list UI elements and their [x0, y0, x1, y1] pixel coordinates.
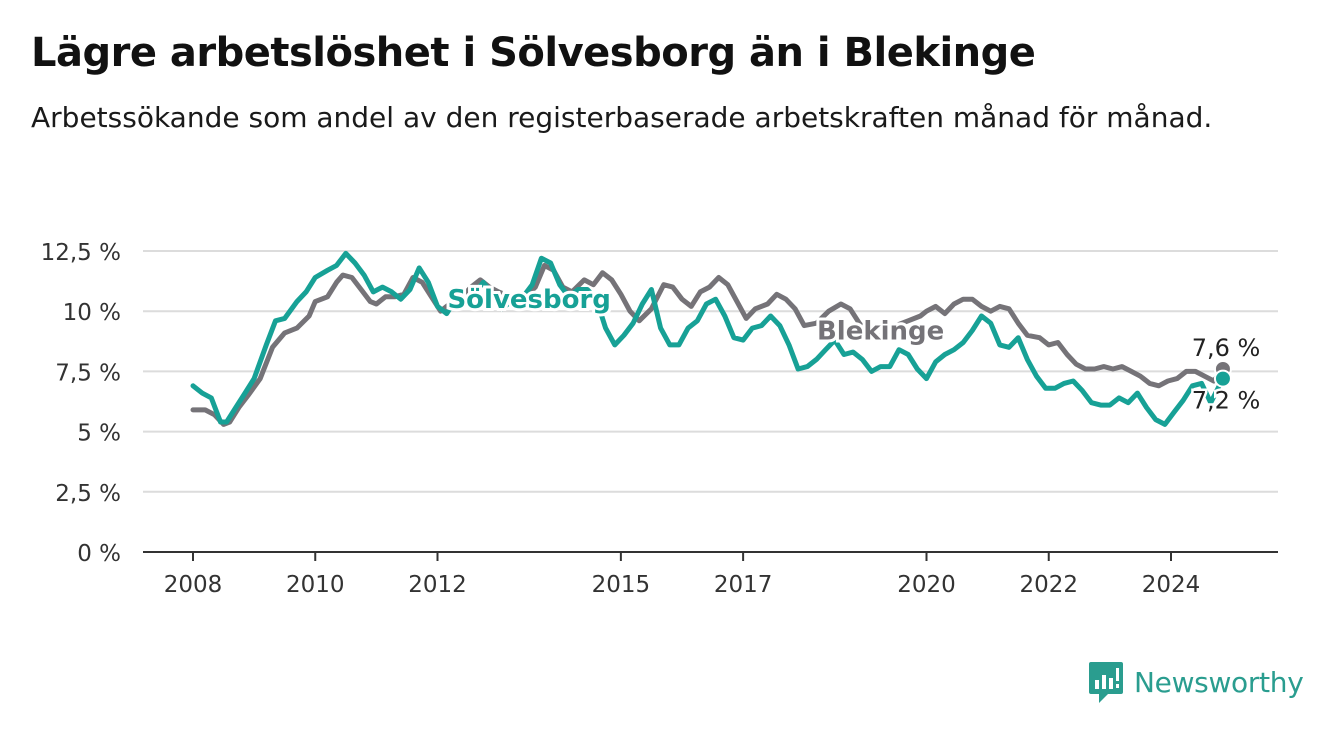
end-marker [1213, 369, 1232, 388]
chart-subtitle: Arbetssökande som andel av den registerb… [31, 101, 1213, 134]
gridlines [143, 250, 1278, 553]
end-value-label: 7,6 % [1192, 334, 1261, 362]
x-tick-label: 2015 [592, 572, 651, 598]
y-tick-label: 10 % [63, 300, 121, 326]
x-tick-label: 2008 [164, 572, 223, 598]
brand-name: Newsworthy [1134, 665, 1304, 699]
y-tick-label: 2,5 % [55, 481, 121, 507]
y-tick-label: 7,5 % [55, 360, 121, 386]
newsworthy-logo-icon [1089, 662, 1123, 703]
series-line-sölvesborg [190, 250, 1226, 427]
y-tick-label: 12,5 % [41, 240, 121, 266]
x-tick-label: 2020 [897, 572, 956, 598]
x-tick-label: 2022 [1019, 572, 1078, 598]
series-line-blekinge [190, 262, 1226, 427]
x-tick-label: 2012 [408, 572, 467, 598]
series-label: Blekinge [817, 316, 944, 346]
series-label: Sölvesborg [447, 285, 610, 315]
y-tick-label: 5 % [77, 421, 121, 447]
y-axis-ticks: 0 % 2,5 % 5 % 7,5 % 10 % 12,5 % [41, 240, 121, 567]
end-value-label: 7,2 % [1192, 387, 1261, 415]
brand-logo[interactable]: Newsworthy [1088, 660, 1304, 704]
x-tick-label: 2024 [1142, 572, 1201, 598]
x-tick-label: 2010 [286, 572, 345, 598]
series-labels: 7,6 % 7,2 % Blekinge Sölvesborg [444, 282, 1262, 417]
x-tick-label: 2017 [714, 572, 773, 598]
x-axis-ticks: 2008 2010 2012 2015 2017 2020 2022 2024 [164, 552, 1201, 598]
series-lines [190, 250, 1226, 427]
chart-title: Lägre arbetslöshet i Sölvesborg än i Ble… [31, 30, 1036, 76]
y-tick-label: 0 % [77, 541, 121, 567]
